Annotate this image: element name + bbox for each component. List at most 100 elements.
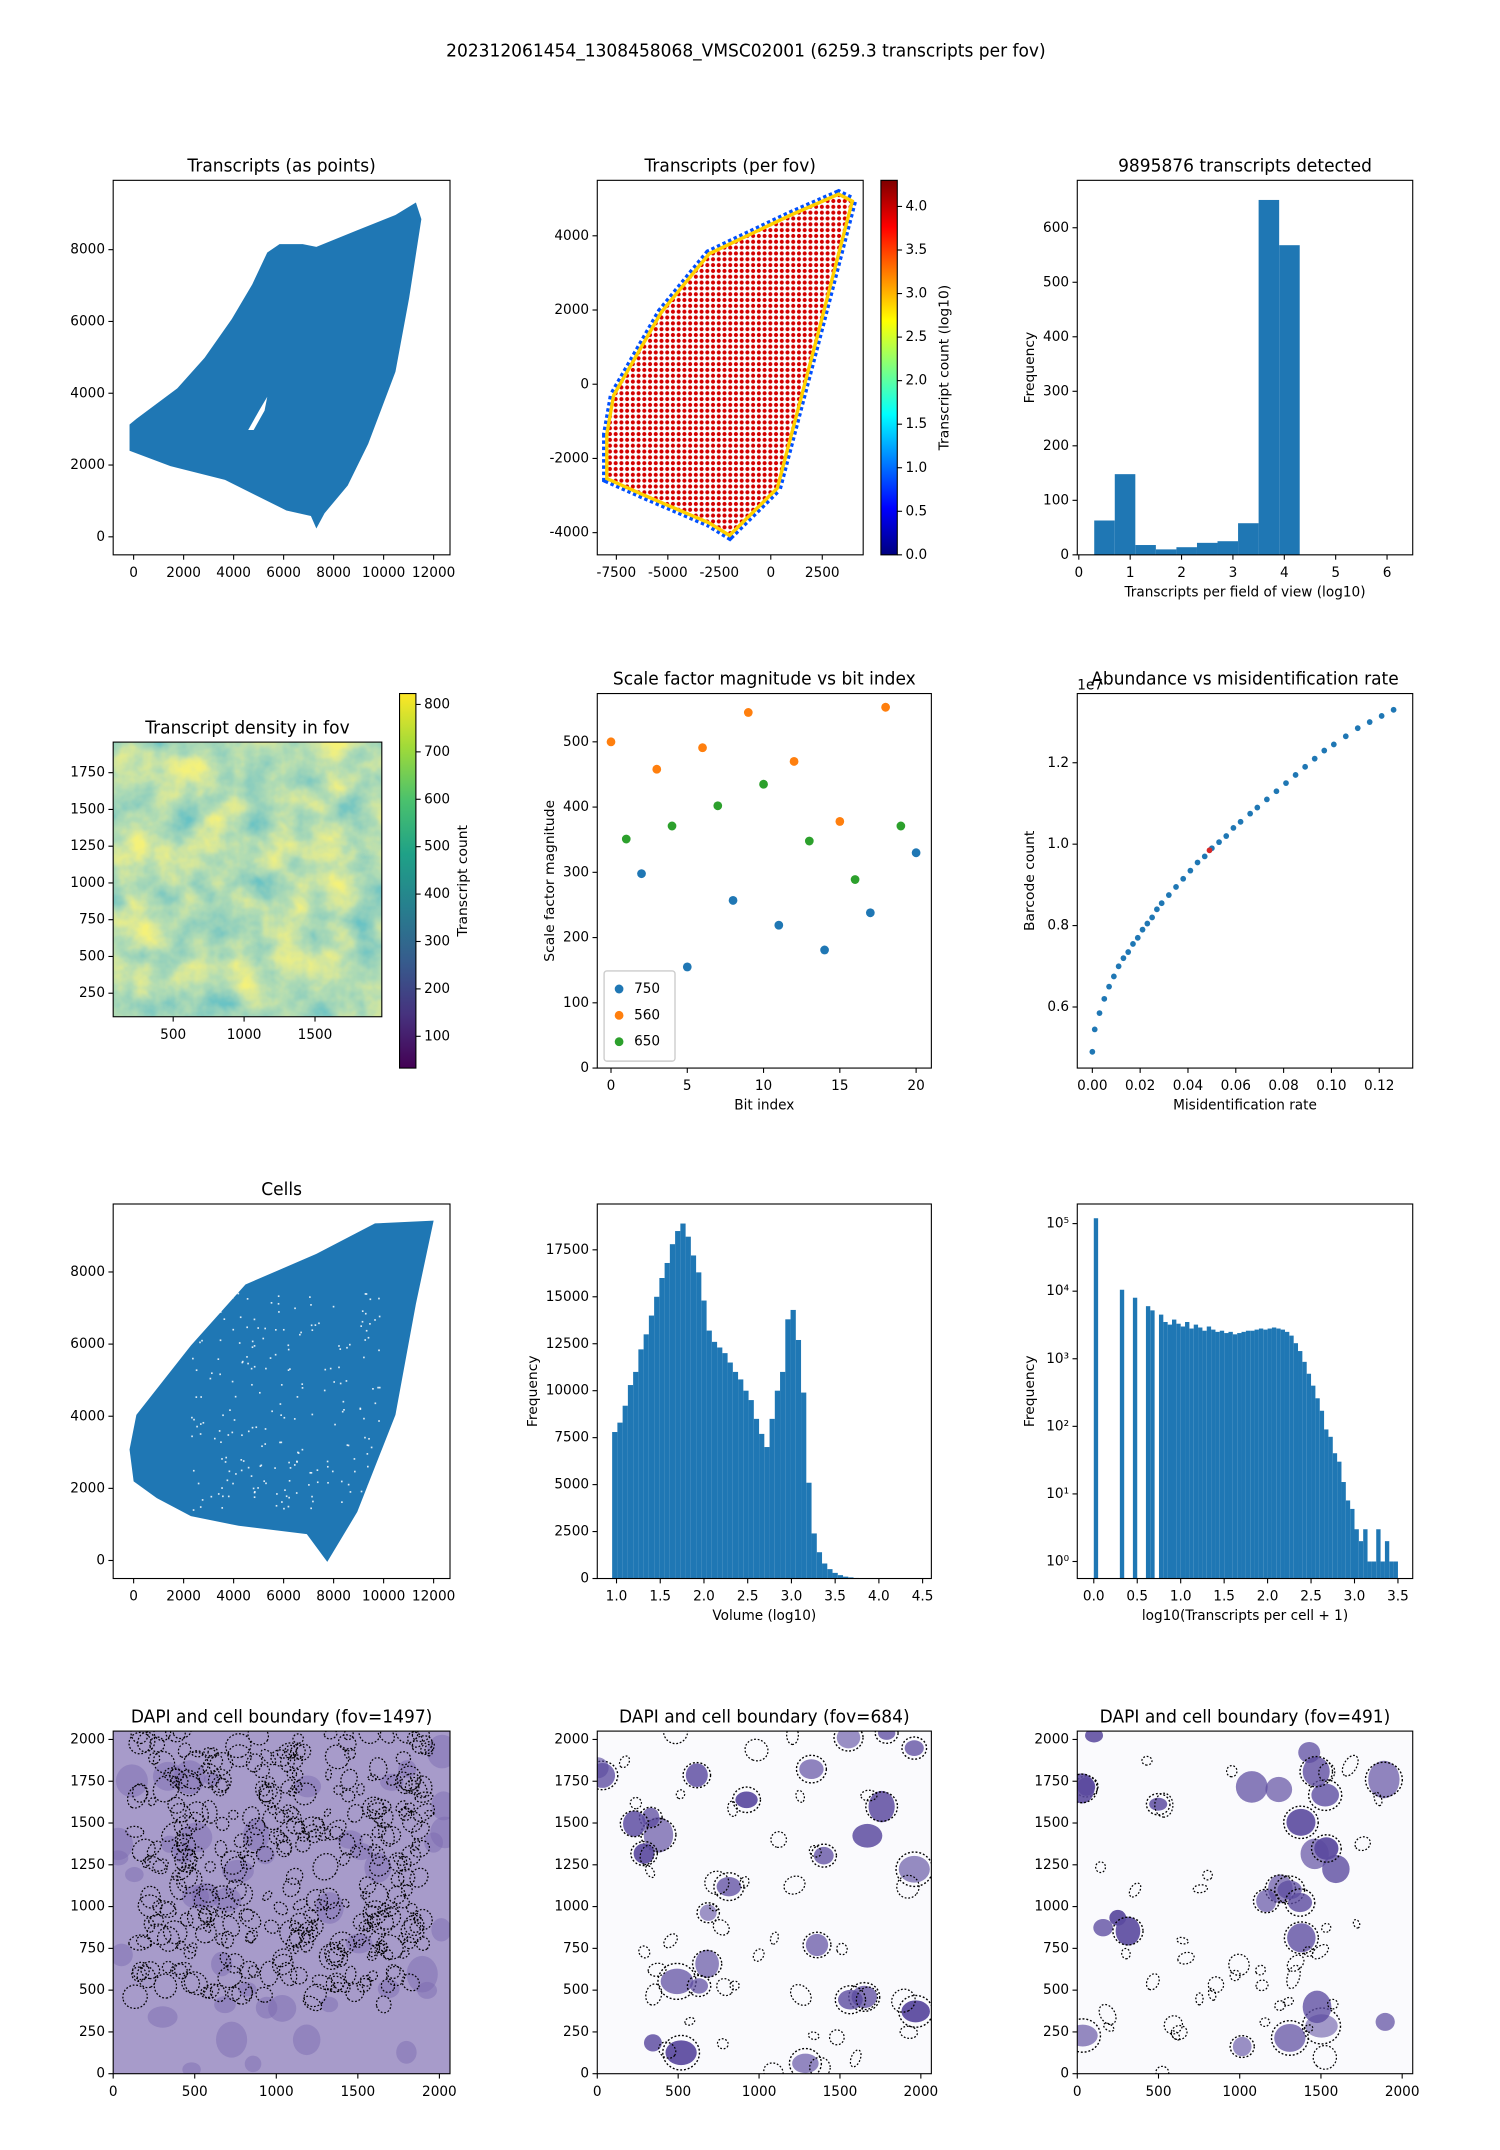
colorbar-tick-label: 100 bbox=[424, 1028, 450, 1044]
boundary bbox=[193, 1888, 220, 1915]
bar bbox=[1254, 1329, 1259, 1579]
boundary bbox=[302, 1995, 323, 2012]
boundary bbox=[313, 1899, 329, 1911]
x-tick-label: 2000 bbox=[166, 565, 201, 581]
point bbox=[1342, 733, 1349, 740]
boundary bbox=[1321, 1922, 1332, 1933]
boundary bbox=[1207, 1987, 1217, 2001]
boundary bbox=[143, 1917, 156, 1933]
x-tick-label: -2500 bbox=[700, 565, 740, 581]
boundary bbox=[238, 1850, 249, 1859]
speckle bbox=[199, 1423, 202, 1425]
speckle bbox=[263, 1480, 266, 1483]
y-tick-label: -4000 bbox=[549, 525, 589, 541]
speckle bbox=[207, 1321, 209, 1324]
speckle bbox=[341, 1501, 343, 1503]
colorbar bbox=[398, 692, 417, 1069]
speckle bbox=[360, 1325, 363, 1327]
nucleus bbox=[898, 1855, 930, 1883]
boundary bbox=[367, 1970, 379, 1982]
fov-grid bbox=[605, 192, 855, 538]
bar bbox=[1354, 1529, 1359, 1579]
speckle bbox=[329, 1367, 332, 1370]
point bbox=[1158, 900, 1165, 907]
boundary bbox=[834, 1985, 867, 2015]
speckle bbox=[327, 1481, 329, 1484]
cell-cloud bbox=[129, 1220, 434, 1562]
axes-frame bbox=[1076, 1730, 1414, 2075]
nucleus bbox=[113, 1850, 129, 1866]
speckle bbox=[201, 1339, 203, 1342]
colorbar-tick-label: 300 bbox=[424, 933, 450, 949]
x-tick-label: 0.00 bbox=[1077, 1078, 1107, 1094]
legend-swatch bbox=[614, 1037, 624, 1047]
x-tick-label: 8000 bbox=[316, 1588, 351, 1604]
nucleus bbox=[180, 1822, 213, 1853]
y-tick-label: 2000 bbox=[70, 457, 105, 473]
nucleus bbox=[1368, 1760, 1400, 1799]
speckle bbox=[199, 1341, 201, 1344]
boundary bbox=[369, 1757, 388, 1781]
bar bbox=[675, 1231, 681, 1579]
bar bbox=[780, 1371, 786, 1579]
boundary bbox=[359, 1833, 374, 1851]
colorbar bbox=[880, 179, 898, 556]
speckle bbox=[281, 1501, 283, 1503]
boundary bbox=[289, 1912, 314, 1935]
nucleus bbox=[115, 1764, 148, 1798]
y-tick-label: 1750 bbox=[70, 765, 105, 781]
bar bbox=[643, 1334, 649, 1579]
speckle bbox=[345, 1380, 348, 1382]
bar bbox=[1276, 1328, 1281, 1579]
boundary bbox=[177, 1742, 192, 1758]
speckle bbox=[209, 1377, 212, 1380]
nucleus bbox=[1302, 1756, 1330, 1787]
bar bbox=[1384, 1541, 1390, 1579]
nucleus bbox=[792, 2053, 819, 2074]
boundary bbox=[1303, 1946, 1314, 1958]
speckle bbox=[231, 1380, 234, 1383]
nucleus bbox=[292, 2024, 321, 2056]
boundary bbox=[128, 1731, 152, 1755]
x-tick-label: 6000 bbox=[266, 1588, 301, 1604]
legend-label: 560 bbox=[634, 1007, 660, 1023]
boundary bbox=[225, 1953, 245, 1974]
boundary bbox=[153, 1973, 178, 1999]
boundary bbox=[385, 1964, 401, 1979]
y-tick-label: 200 bbox=[1043, 438, 1069, 454]
speckle bbox=[251, 1426, 254, 1429]
speckle bbox=[365, 1293, 368, 1295]
y-tick-label: 1000 bbox=[70, 1899, 105, 1915]
speckle bbox=[280, 1441, 283, 1444]
speckle bbox=[211, 1310, 214, 1312]
speckle bbox=[240, 1459, 243, 1461]
speckle bbox=[285, 1495, 288, 1498]
x-tick-label: 4000 bbox=[216, 565, 251, 581]
x-tick-label: 2.5 bbox=[737, 1588, 759, 1604]
x-tick-label: 0 bbox=[766, 565, 775, 581]
boundary bbox=[131, 1783, 149, 1803]
boundary bbox=[207, 1768, 232, 1793]
nucleus bbox=[904, 1740, 924, 1757]
boundary bbox=[377, 1731, 396, 1744]
axes-title: Scale factor magnitude vs bit index bbox=[613, 670, 916, 690]
y-tick-label: 1750 bbox=[1034, 1773, 1069, 1789]
y-tick-label: 1250 bbox=[1034, 1857, 1069, 1873]
boundary bbox=[214, 1839, 228, 1858]
speckle bbox=[274, 1329, 277, 1331]
speckle bbox=[369, 1323, 371, 1325]
boundary bbox=[176, 1867, 203, 1894]
boundary bbox=[361, 1796, 385, 1820]
boundary bbox=[183, 1971, 209, 1996]
y-axis-label: Frequency bbox=[1022, 1355, 1038, 1427]
point bbox=[1130, 940, 1136, 947]
boundary bbox=[424, 1743, 434, 1757]
boundary bbox=[686, 1974, 712, 1998]
boundary bbox=[378, 1940, 389, 1952]
y-tick-label: 2000 bbox=[554, 302, 589, 318]
y-tick-label: 8000 bbox=[70, 1264, 105, 1280]
nucleus bbox=[1232, 2036, 1252, 2057]
boundary bbox=[640, 1817, 677, 1852]
boundary bbox=[122, 1984, 148, 2010]
boundary bbox=[184, 1801, 209, 1831]
